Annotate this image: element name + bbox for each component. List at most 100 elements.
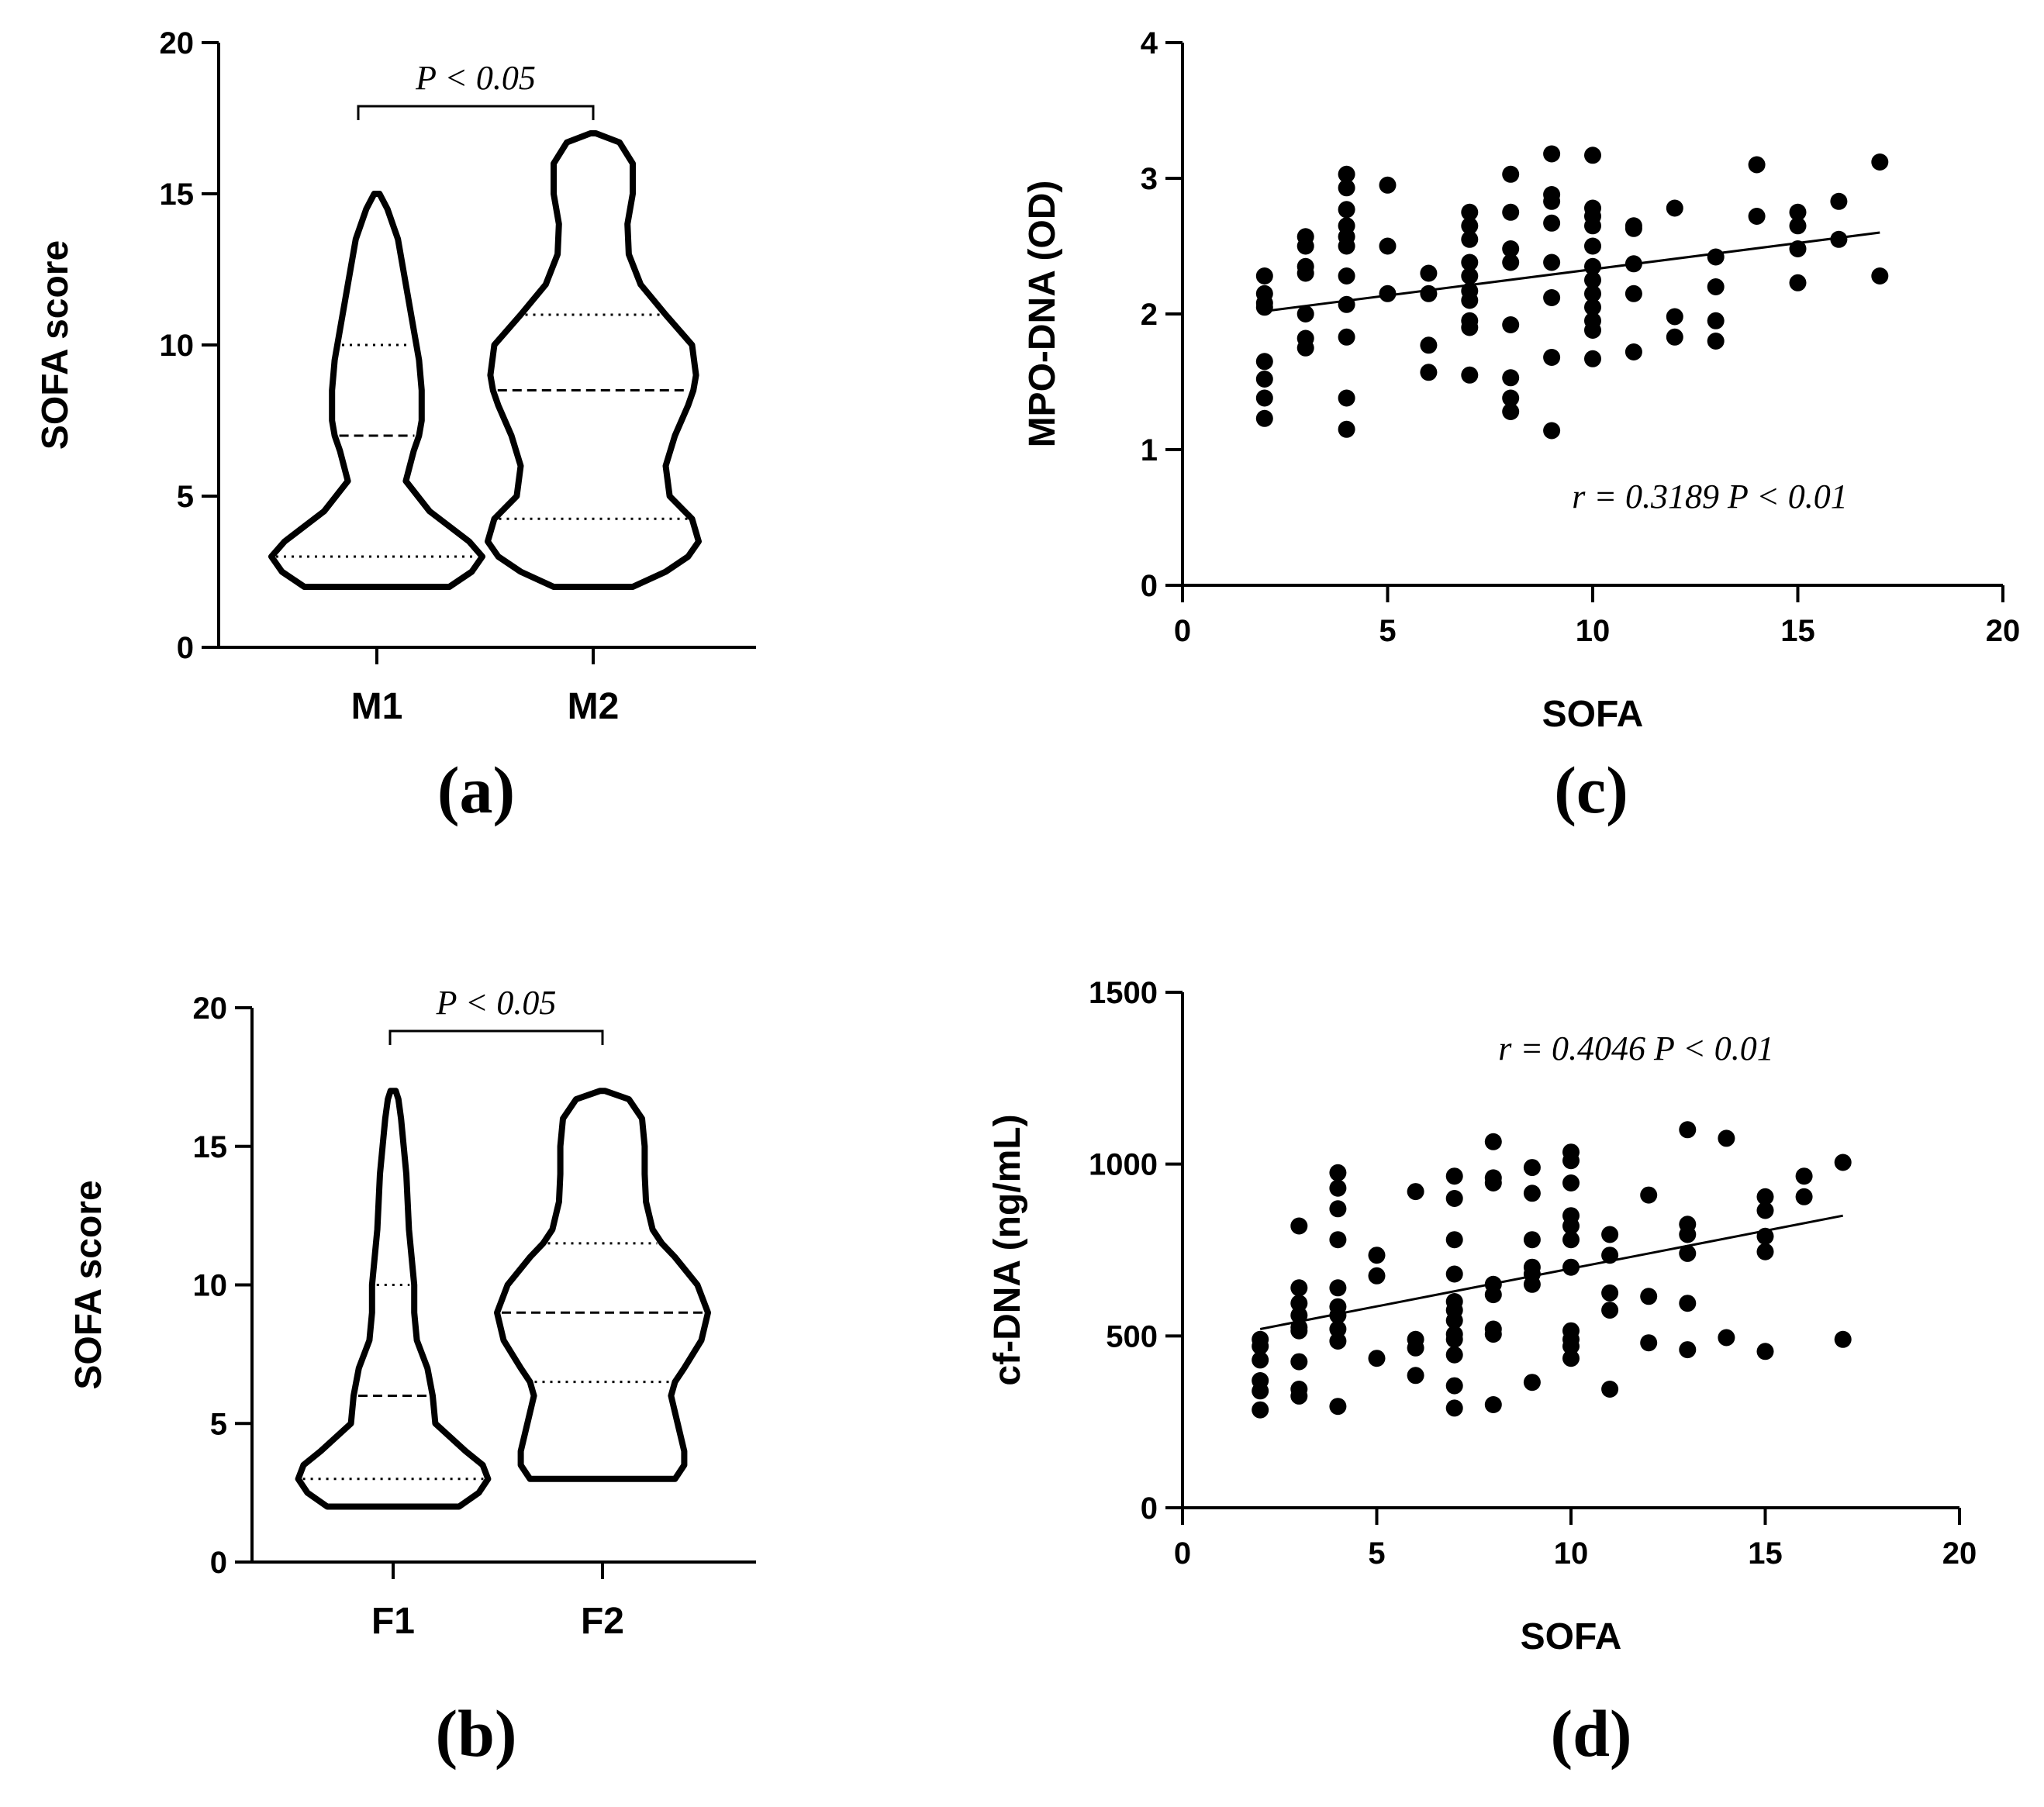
data-point [1523,1231,1541,1249]
data-point [1338,328,1355,346]
data-point [1461,267,1479,284]
data-point [1789,217,1807,235]
data-point [1795,1188,1813,1205]
data-point [1296,264,1314,282]
data-point [1707,278,1725,295]
data-point [1338,295,1355,313]
data-point [1562,1337,1580,1355]
x-tick-label: M1 [351,686,403,727]
data-point [1329,1333,1347,1350]
data-point [1523,1374,1541,1391]
data-point [1368,1247,1386,1264]
data-point [1445,1346,1463,1364]
data-point [1379,284,1397,302]
data-point [1871,267,1889,284]
data-point [1707,248,1725,266]
y-axis-label: SOFA score [35,240,76,450]
data-point [1584,298,1601,316]
data-point [1756,1243,1774,1260]
violin-F1 [295,1088,492,1510]
y-tick-label: 4 [1141,26,1158,60]
data-point [1679,1226,1697,1243]
y-tick-label: 10 [193,1269,228,1303]
data-point [1584,237,1601,255]
data-point [1255,267,1273,284]
data-point [1640,1186,1658,1204]
y-tick-label: 1 [1141,433,1158,467]
data-point [1718,1129,1735,1147]
data-point [1679,1244,1697,1262]
x-tick-label: 0 [1174,614,1191,648]
data-point [1666,199,1683,217]
data-point [1543,289,1561,306]
data-point [1584,350,1601,367]
data-point [1562,1258,1580,1276]
data-point [1502,203,1520,221]
data-point [1445,1312,1463,1329]
y-tick-label: 20 [160,26,195,60]
y-tick-label: 2 [1141,298,1158,332]
data-point [1338,389,1355,407]
data-point [1830,192,1848,210]
x-tick-label: 5 [1368,1536,1385,1571]
data-point [1290,1322,1308,1340]
data-point [1407,1183,1424,1201]
data-point [1562,1217,1580,1235]
x-tick-label: 15 [1748,1536,1783,1571]
data-point [1543,145,1561,163]
data-point [1748,156,1766,174]
data-point [1484,1133,1502,1150]
data-point [1543,253,1561,271]
data-point [1640,1334,1658,1352]
data-point [1543,349,1561,366]
data-point [1338,237,1355,255]
y-tick-label: 15 [193,1130,228,1164]
data-point [1707,333,1725,350]
data-point [1290,1295,1308,1312]
y-tick-label: 5 [177,480,194,514]
y-tick-label: 10 [160,329,195,363]
y-tick-label: 20 [193,991,228,1026]
data-point [1666,328,1683,346]
x-tick-label: 20 [1942,1536,1977,1571]
y-tick-label: 1000 [1089,1148,1158,1182]
data-point [1255,353,1273,371]
data-point [1484,1326,1502,1343]
data-point [1252,1382,1269,1400]
y-axis-label: SOFA score [68,1180,109,1389]
data-point [1379,237,1397,255]
data-point [1329,1279,1347,1297]
data-point [1461,203,1479,221]
data-point [1407,1339,1424,1357]
data-point [1601,1302,1619,1319]
data-point [1795,1167,1813,1185]
correlation-annotation: r = 0.4046 P < 0.01 [1498,1029,1774,1067]
x-tick-label: 10 [1554,1536,1589,1571]
y-tick-label: 0 [1141,569,1158,603]
data-point [1296,305,1314,322]
data-point [1756,1202,1774,1219]
data-point [1252,1401,1269,1419]
data-point [1640,1288,1658,1305]
data-point [1420,364,1438,381]
y-tick-label: 15 [160,178,195,212]
data-point [1255,298,1273,316]
data-point [1484,1286,1502,1304]
regression-line [1259,1214,1843,1330]
data-point [1502,316,1520,333]
data-point [1329,1306,1347,1324]
y-tick-label: 0 [210,1546,227,1580]
data-point [1789,274,1807,291]
data-point [1338,179,1355,197]
significance-bracket [357,105,595,120]
data-point [1329,1164,1347,1181]
panel-label: (b) [435,1696,516,1771]
data-point [1461,366,1479,384]
data-point [1420,336,1438,354]
data-point [1543,214,1561,232]
data-point [1707,312,1725,329]
data-point [1502,253,1520,271]
data-point [1255,371,1273,388]
data-point [1296,237,1314,255]
